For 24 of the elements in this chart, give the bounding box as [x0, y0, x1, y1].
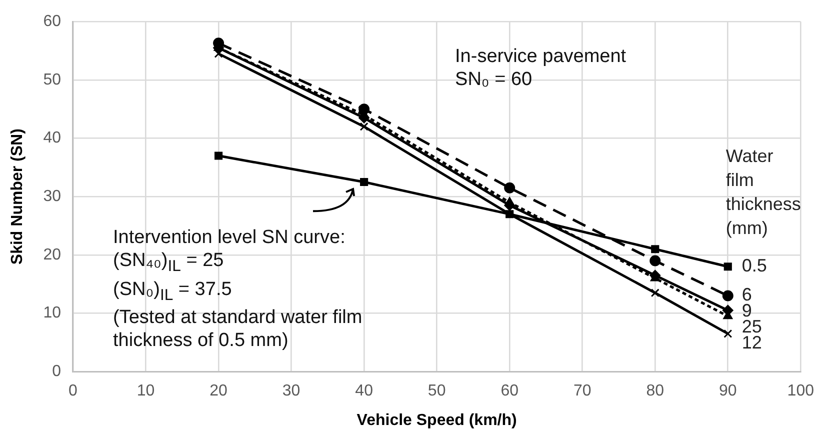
x-axis-title: Vehicle Speed (km/h)	[356, 412, 517, 429]
x-tick-label: 80	[646, 382, 664, 400]
x-tick-label: 10	[136, 382, 155, 400]
y-axis-title: Skid Number (SN)	[9, 128, 26, 265]
x-tick-label: 20	[210, 382, 228, 400]
y-tick-label: 20	[43, 246, 62, 264]
y-tick-label: 40	[43, 130, 62, 147]
y-tick-label: 50	[43, 71, 62, 88]
y-tick-label: 30	[43, 188, 62, 206]
x-tick-label: 60	[500, 382, 519, 400]
x-tick-label: 50	[428, 382, 446, 400]
x-tick-label: 90	[718, 382, 737, 400]
x-tick-label: 100	[787, 382, 814, 400]
series-label: 0.5	[742, 256, 767, 276]
y-tick-label: 10	[43, 304, 62, 322]
x-tick-label: 30	[282, 382, 300, 400]
y-tick-label: 60	[43, 13, 62, 30]
annotation: In-service pavement SN₀ = 60	[455, 44, 626, 91]
x-tick-label: 0	[68, 382, 78, 400]
text: Intervention level SN curve: (SN₄₀)$_{IL}$ = 25 (SN₀)$_{IL}$ = 37.5 (Tested at standard water film thickness of 0.5 mm)	[113, 226, 362, 352]
legend-title: Water film thickness (mm)	[726, 145, 802, 240]
y-tick-label: 0	[52, 363, 62, 380]
x-tick-label: 70	[573, 382, 592, 400]
x-tick-label: 40	[355, 382, 374, 400]
